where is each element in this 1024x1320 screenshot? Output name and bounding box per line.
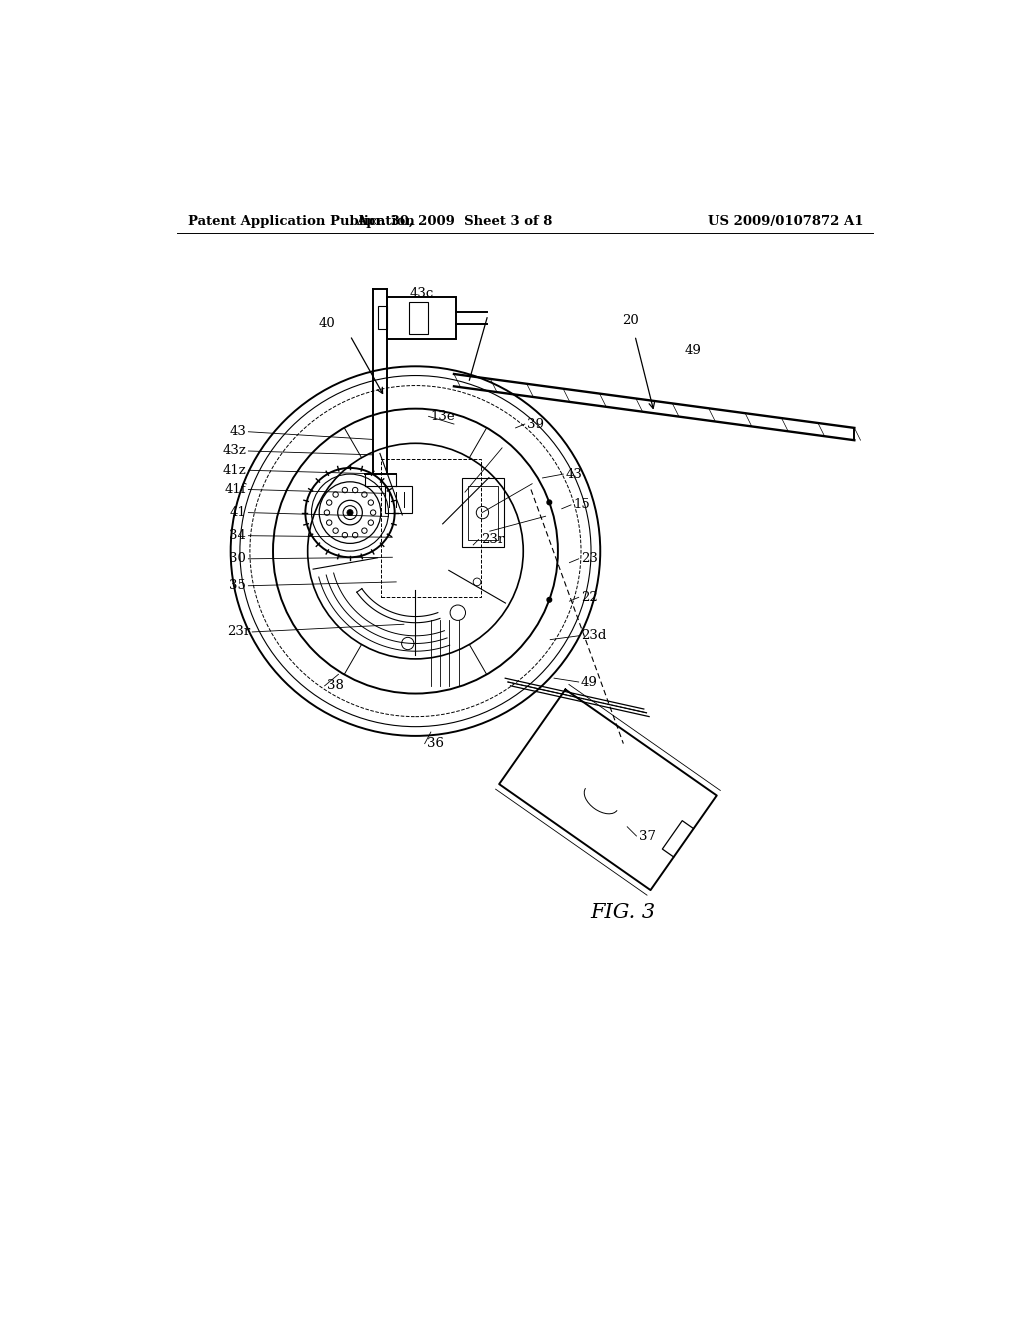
Circle shape [347, 510, 353, 516]
Text: FIG. 3: FIG. 3 [591, 903, 656, 923]
Text: 41z: 41z [222, 463, 246, 477]
Bar [462, 478, 504, 548]
Text: 23r: 23r [481, 533, 504, 546]
Text: 13e: 13e [431, 409, 456, 422]
Text: 49: 49 [685, 345, 701, 358]
Text: 43: 43 [229, 425, 246, 438]
Text: 23r: 23r [226, 626, 250, 639]
Text: US 2009/0107872 A1: US 2009/0107872 A1 [708, 215, 863, 228]
Text: 41: 41 [229, 506, 246, 519]
Bar [385, 486, 412, 512]
Circle shape [547, 598, 552, 602]
Bar [387, 297, 457, 339]
Text: 40: 40 [318, 317, 335, 330]
Circle shape [547, 500, 552, 504]
Text: 49: 49 [581, 676, 598, 689]
Text: Apr. 30, 2009  Sheet 3 of 8: Apr. 30, 2009 Sheet 3 of 8 [355, 215, 552, 228]
Bar [381, 459, 481, 598]
Text: 43z: 43z [222, 445, 246, 458]
Text: 34: 34 [229, 529, 246, 543]
Text: 20: 20 [622, 314, 639, 326]
Bar [409, 302, 428, 334]
Text: 23d: 23d [581, 630, 606, 643]
Text: 37: 37 [639, 829, 655, 842]
Text: 38: 38 [327, 680, 344, 693]
Text: 41f: 41f [224, 483, 246, 496]
Text: 22: 22 [581, 591, 598, 603]
Bar [378, 306, 387, 330]
Text: 15: 15 [573, 499, 590, 511]
Bar [468, 486, 498, 540]
Text: Patent Application Publication: Patent Application Publication [188, 215, 415, 228]
Text: 36: 36 [427, 737, 444, 750]
Text: 39: 39 [527, 417, 544, 430]
Text: 23: 23 [581, 552, 598, 565]
Text: 43: 43 [565, 467, 583, 480]
Text: 30: 30 [229, 552, 246, 565]
Text: 43c: 43c [410, 286, 433, 300]
Text: 35: 35 [229, 579, 246, 593]
